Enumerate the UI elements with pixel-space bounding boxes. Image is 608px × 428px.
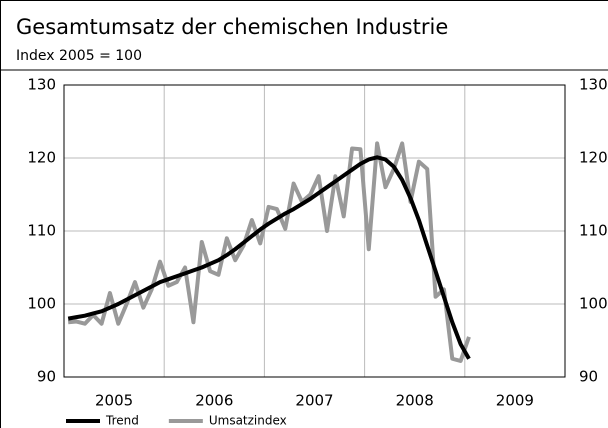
legend-label: Umsatzindex — [209, 414, 287, 428]
x-tick-label: 2007 — [295, 392, 333, 410]
series-line — [67, 155, 471, 360]
y2-tick-label: 130 — [579, 76, 608, 94]
x-tick-label: 2006 — [195, 392, 233, 410]
x-tick-label: 2008 — [396, 392, 434, 410]
y2-tick-label: 100 — [579, 295, 608, 313]
y-tick-label: 130 — [27, 76, 56, 94]
chart-title: Gesamtumsatz der chemischen Industrie — [16, 15, 448, 39]
plot-border — [63, 84, 566, 378]
y-tick-label: 90 — [37, 368, 56, 386]
legend-label: Trend — [105, 414, 139, 428]
y2-tick-label: 110 — [579, 222, 608, 240]
x-tick-label: 2009 — [496, 392, 534, 410]
y-tick-label: 110 — [27, 222, 56, 240]
y2-tick-label: 120 — [579, 149, 608, 167]
y2-tick-label: 90 — [579, 368, 598, 386]
series-line — [68, 141, 471, 363]
y-tick-label: 100 — [27, 295, 56, 313]
y-tick-label: 120 — [27, 149, 56, 167]
x-tick-label: 2005 — [95, 392, 133, 410]
chart-subtitle: Index 2005 = 100 — [16, 48, 142, 64]
